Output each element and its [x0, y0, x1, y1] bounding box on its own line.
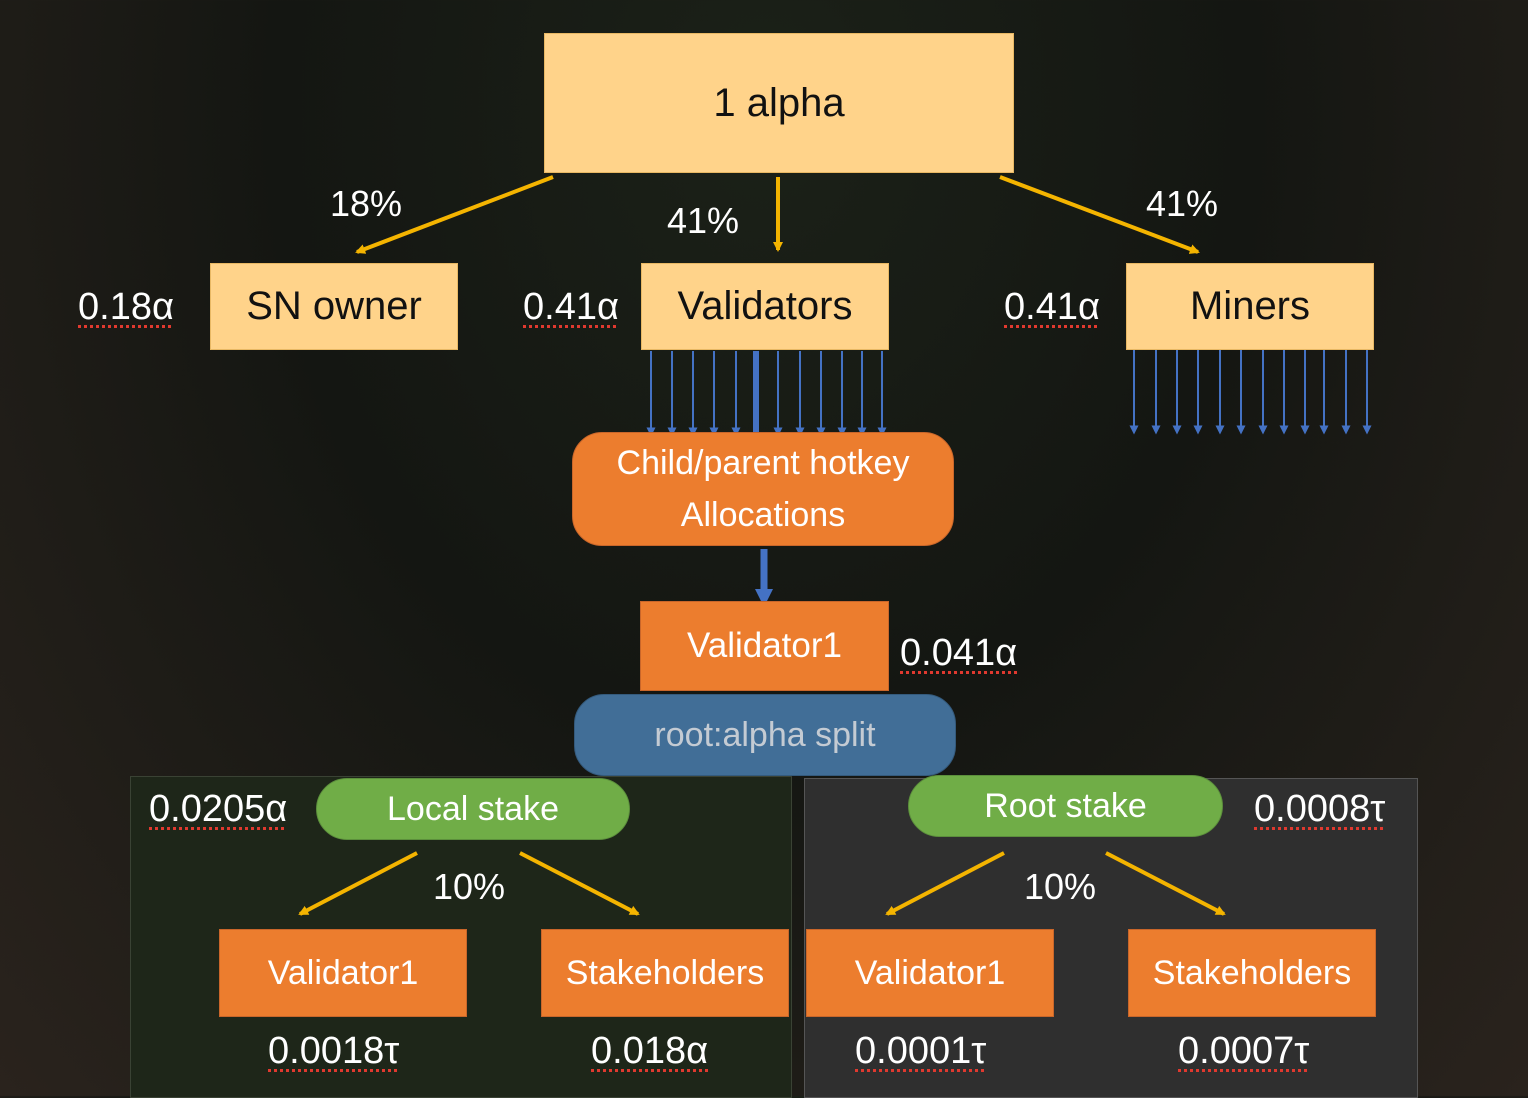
validators-percent: 41%: [667, 200, 740, 241]
validators-box: Validators: [641, 263, 889, 350]
validator1-label: Validator1: [686, 626, 842, 665]
hotkey-allocations-box: Child/parent hotkey Allocations: [572, 432, 954, 546]
root-validator1-box: Validator1: [806, 929, 1054, 1017]
local-stake-label: Local stake: [387, 789, 559, 828]
miner-fanout-arrows: [1129, 347, 1372, 435]
sn-owner-box: SN owner: [210, 263, 458, 350]
local-stake-percent: 10%: [433, 866, 506, 907]
local-validator1-label: Validator1: [267, 953, 419, 992]
local-stakeholders-amount: 0.018α: [591, 1030, 709, 1072]
miners-amount: 0.41α: [1004, 286, 1100, 328]
sn-owner-percent: 18%: [330, 183, 403, 224]
local-validator1-amount: 0.0018τ: [268, 1030, 400, 1072]
root-stakeholders-label: Stakeholders: [1152, 953, 1352, 992]
validators-label: Validators: [677, 284, 853, 328]
sn-owner-label: SN owner: [246, 284, 422, 328]
local-stakeholders-label: Stakeholders: [565, 953, 765, 992]
hotkey-line1: Child/parent hotkey: [616, 444, 910, 482]
sn-owner-amount: 0.18α: [78, 286, 174, 328]
miners-box: Miners: [1126, 263, 1374, 350]
root-stake-label: Root stake: [984, 786, 1147, 825]
alpha-source-box: 1 alpha: [544, 33, 1014, 173]
validators-amount: 0.41α: [523, 286, 619, 328]
validator-fanout-arrows: [646, 351, 887, 437]
root-validator1-label: Validator1: [854, 953, 1006, 992]
hotkey-line2: Allocations: [680, 496, 846, 534]
miners-percent: 41%: [1146, 183, 1219, 224]
local-stake-amount: 0.0205α: [149, 788, 288, 830]
local-validator1-box: Validator1: [219, 929, 467, 1017]
validator1-amount: 0.041α: [900, 632, 1018, 674]
local-stake-pill: Local stake: [316, 778, 630, 840]
root-stakeholders-box: Stakeholders: [1128, 929, 1376, 1017]
local-stakeholders-box: Stakeholders: [541, 929, 789, 1017]
validator1-box: Validator1: [640, 601, 889, 691]
alpha-source-label: 1 alpha: [713, 80, 845, 125]
root-stake-amount: 0.0008τ: [1254, 788, 1386, 830]
miners-label: Miners: [1189, 284, 1311, 328]
root-validator1-amount: 0.0001τ: [855, 1030, 987, 1072]
root-alpha-split-label: root:alpha split: [654, 715, 876, 754]
root-stake-pill: Root stake: [908, 775, 1223, 837]
root-stake-percent: 10%: [1024, 866, 1097, 907]
root-alpha-split-pill: root:alpha split: [574, 694, 956, 776]
root-stakeholders-amount: 0.0007τ: [1178, 1030, 1310, 1072]
